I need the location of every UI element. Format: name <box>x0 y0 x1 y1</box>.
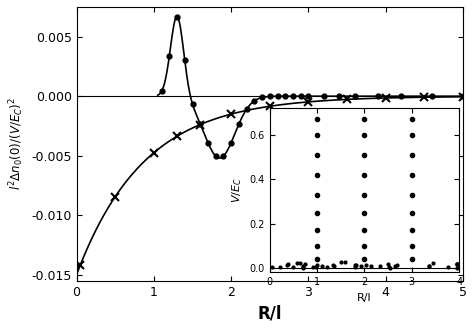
Y-axis label: $l^2\Delta n_0(0)/(V/E_C)^2$: $l^2\Delta n_0(0)/(V/E_C)^2$ <box>7 97 26 190</box>
X-axis label: R/l: R/l <box>257 304 282 322</box>
